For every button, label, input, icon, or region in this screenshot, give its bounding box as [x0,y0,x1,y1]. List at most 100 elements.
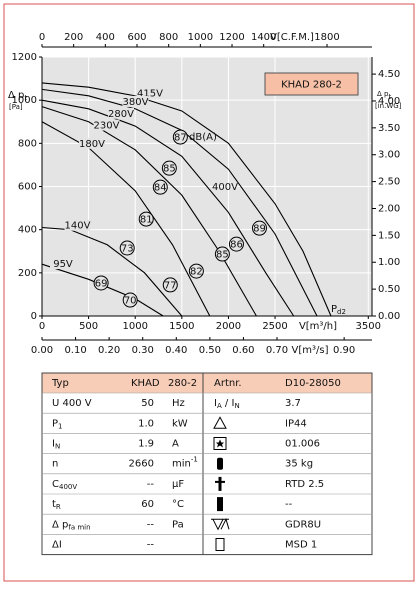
curve-label-bg [64,219,91,231]
table-value: 2660 [129,459,154,470]
x3-tick-label: 0.40 [165,345,187,356]
noise-label: 82 [190,267,203,278]
curve-note: 400V [212,182,238,193]
noise-marker [162,277,178,293]
y2-tick-label: 2.50 [378,177,400,188]
x-tick-label: 3500 [356,321,381,332]
curve-label: 280V [108,109,134,120]
y2-tick-label: 2.00 [378,203,400,214]
x-tick-label: 1500 [169,321,194,332]
icon-module [215,538,225,551]
curve-label: 95V [53,259,73,270]
icon-warning [213,416,227,429]
table-spec: 3.7 [285,398,301,409]
title-box [264,72,359,96]
table-value: -- [147,479,155,490]
noise-marker [119,240,135,256]
pd2-label: Pd2 [331,304,346,316]
x2-tick-label: 0 [39,32,45,43]
table-value: 50 [141,398,154,409]
table-header-cell: Artnr. [214,378,242,389]
x2-tick-label: 1200 [219,32,244,43]
y2-tick-label: 4.50 [378,69,400,80]
x-tick-label: 500 [79,321,98,332]
y2-axis-unit: [in.WG] [375,102,402,110]
pd2-label-sub: d2 [337,308,346,316]
table-label-part: C [52,479,59,490]
table-unit: °C [172,499,184,510]
table-value: 1.0 [138,418,154,429]
y-axis-label-sub: t [24,94,27,102]
x3-tick-label: 0.70 [266,345,288,356]
table-param: IA / IN [214,398,240,410]
noise-label: 81 [140,215,153,226]
icon-star [216,439,224,448]
table-param-sub: N [234,402,239,410]
fan-curve [41,121,211,317]
table-unit: kW [172,418,188,429]
x3-tick-label: 0.30 [132,345,154,356]
table-label-sub: R [56,503,61,511]
noise-marker [138,211,154,227]
fan-curve [41,226,183,317]
x-axis-label: V[m³/h] [299,321,337,332]
x2-tick-label: 800 [159,32,178,43]
x2-tick-label: 1400 [251,32,276,43]
noise-marker [251,220,267,236]
x3-tick-label: 0.00 [31,345,53,356]
noise-label: 84 [154,183,167,194]
curve-label: 415V [137,89,163,100]
y-axis-unit: [Pa] [9,103,23,111]
x2-tick-label: 200 [64,32,83,43]
y2-tick-label: 3.50 [378,123,400,134]
noise-marker [172,129,188,145]
table-value: -- [147,540,155,551]
noise-label: 86 [230,240,243,251]
table-label-sub: 400V [59,483,77,491]
table-unit: A [172,439,179,450]
curve-label: 180V [79,139,105,150]
y2-tick-label: 0.50 [378,284,400,295]
pd2-label-part: P [331,304,337,315]
table-header-cell: 280-2 [168,378,197,389]
curve-label-bg [122,95,149,107]
y2-tick-label: 0.00 [378,311,400,322]
table-unit-part: min [172,459,191,470]
x2-tick-label: 1800 [314,32,339,43]
x2-tick-label: 600 [127,32,146,43]
table-unit: Pa [172,519,184,530]
fan-curve [41,106,257,317]
table-label-sub: N [55,443,60,451]
curve-label-bg [50,258,76,270]
y-tick-label: 0 [31,311,37,322]
x-tick-label: 0 [39,321,45,332]
table-label-sub: 1 [58,422,62,430]
table-value: -- [147,519,155,530]
y2-axis-label-part: Δ p [377,90,389,98]
noise-label: 70 [124,296,137,307]
table-spec: GDR8U [285,519,321,530]
table-header-bg [42,373,372,393]
y-tick-label: 1200 [12,52,37,63]
table-header-cell: KHAD [131,378,160,389]
table-value: 1.9 [138,439,154,450]
table-label: ΔI [52,540,62,551]
y2-axis-label-sub: t [388,93,391,101]
table-unit: Hz [172,398,185,409]
table-value: 60 [141,499,154,510]
y2-tick-label: 1.00 [378,257,400,268]
y2-axis-label: Δ pt [377,90,391,101]
noise-marker [152,179,168,195]
icon-thermo [218,476,222,491]
noise-marker [122,292,138,308]
noise-marker [93,275,109,291]
table-label: C400V [52,479,77,491]
x3-tick-label: 0.50 [199,345,221,356]
noise-label: 85 [163,164,176,175]
curve-label: 230V [94,121,120,132]
y-tick-label: 200 [18,268,37,279]
table-label-part: I [52,439,55,450]
x-tick-label: 2000 [216,321,241,332]
table-header-cell: D10-28050 [285,378,341,389]
x-tick-label: 1000 [122,321,147,332]
